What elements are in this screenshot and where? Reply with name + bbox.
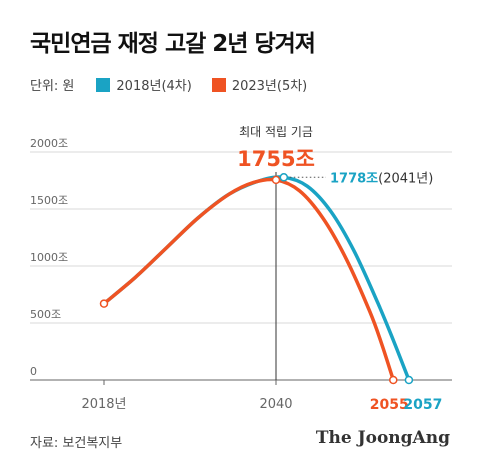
y-tick-label-1000: 1000조 [30, 251, 68, 264]
legend-label-2023: 2023년(5차) [231, 79, 308, 94]
x-tick-label-2040: 2040 [259, 397, 292, 412]
legend-swatch-2023 [211, 77, 226, 92]
y-tick-label-500: 500조 [30, 308, 61, 321]
depletion-point-2023 [389, 375, 398, 385]
legend-label-2018: 2018년(4차) [116, 79, 192, 94]
chart-title: 국민연금 재정 고갈 2년 당겨져 [30, 31, 316, 57]
depletion-label-2018: 2057 [403, 397, 442, 413]
legend-item-2018: 2018년(4차) [96, 75, 192, 94]
peak-point-2018 [279, 173, 289, 182]
series-line-2023 [102, 177, 396, 382]
y-tick-label-2000: 2000조 [30, 137, 68, 150]
peak-value-2018: 1778조 [330, 171, 378, 186]
start-point [99, 299, 109, 308]
legend: 단위: 원 2018년(4차) 2023년(5차) [30, 75, 327, 94]
unit-label: 단위: 원 [30, 79, 75, 94]
peak-value-label-2018: 1778조(2041년) [330, 171, 433, 186]
depletion-label-2023: 2055 [370, 397, 409, 413]
y-tick-label-0: 0 [30, 365, 37, 378]
peak-year-2018: (2041년) [378, 171, 433, 186]
publisher-logo: The JoongAng [315, 428, 450, 448]
series-line-2018 [102, 175, 411, 382]
depletion-point-2018 [404, 375, 414, 385]
source-note: 자료: 보건복지부 [30, 436, 123, 451]
legend-swatch-2018 [96, 77, 111, 92]
peak-value-label-2023: 1755조 [237, 147, 315, 171]
peak-point-2023 [271, 175, 281, 185]
x-tick-label-2018: 2018년 [81, 397, 126, 412]
y-tick-label-1500: 1500조 [30, 194, 68, 207]
legend-item-2023: 2023년(5차) [211, 75, 308, 94]
peak-caption: 최대 적립 기금 [239, 125, 313, 139]
